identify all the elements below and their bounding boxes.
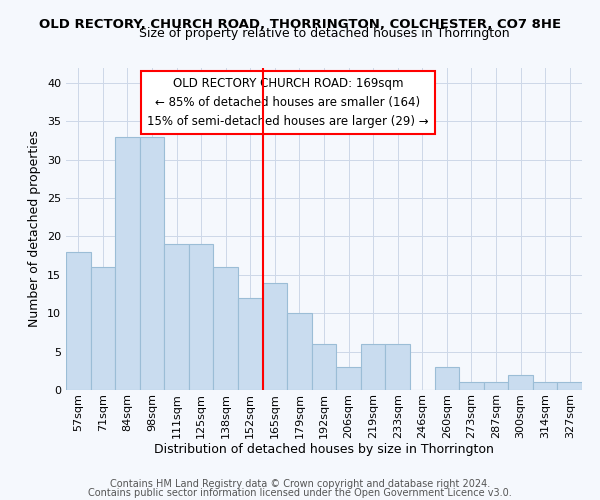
Text: OLD RECTORY CHURCH ROAD: 169sqm
← 85% of detached houses are smaller (164)
15% o: OLD RECTORY CHURCH ROAD: 169sqm ← 85% of… bbox=[147, 77, 428, 128]
Bar bbox=[459, 382, 484, 390]
Bar bbox=[66, 252, 91, 390]
Title: Size of property relative to detached houses in Thorrington: Size of property relative to detached ho… bbox=[139, 27, 509, 40]
Bar bbox=[484, 382, 508, 390]
Bar bbox=[91, 267, 115, 390]
X-axis label: Distribution of detached houses by size in Thorrington: Distribution of detached houses by size … bbox=[154, 444, 494, 456]
Text: OLD RECTORY, CHURCH ROAD, THORRINGTON, COLCHESTER, CO7 8HE: OLD RECTORY, CHURCH ROAD, THORRINGTON, C… bbox=[39, 18, 561, 30]
Bar bbox=[189, 244, 214, 390]
Bar bbox=[140, 136, 164, 390]
Text: Contains HM Land Registry data © Crown copyright and database right 2024.: Contains HM Land Registry data © Crown c… bbox=[110, 479, 490, 489]
Bar bbox=[287, 313, 312, 390]
Bar bbox=[557, 382, 582, 390]
Bar bbox=[434, 367, 459, 390]
Bar bbox=[238, 298, 263, 390]
Bar bbox=[336, 367, 361, 390]
Bar bbox=[533, 382, 557, 390]
Text: Contains public sector information licensed under the Open Government Licence v3: Contains public sector information licen… bbox=[88, 488, 512, 498]
Bar bbox=[164, 244, 189, 390]
Bar bbox=[508, 374, 533, 390]
Bar bbox=[214, 267, 238, 390]
Bar bbox=[361, 344, 385, 390]
Y-axis label: Number of detached properties: Number of detached properties bbox=[28, 130, 41, 327]
Bar bbox=[115, 136, 140, 390]
Bar bbox=[263, 282, 287, 390]
Bar bbox=[385, 344, 410, 390]
Bar bbox=[312, 344, 336, 390]
